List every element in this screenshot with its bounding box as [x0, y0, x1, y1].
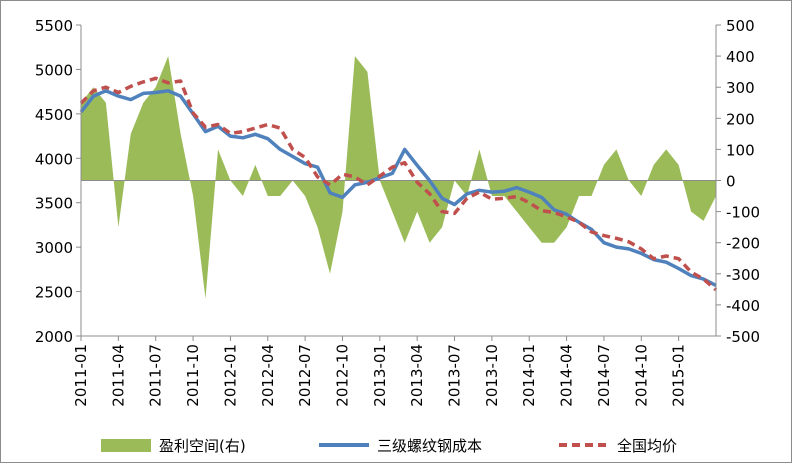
- y-tick-label-left: 2500: [35, 284, 73, 302]
- y-tick-label-right: 300: [726, 79, 755, 97]
- y-tick-label-left: 4000: [35, 150, 73, 168]
- x-tick-label: 2013-07: [446, 344, 464, 407]
- x-tick-label: 2011-10: [184, 344, 202, 407]
- legend-label-cost: 三级螺纹钢成本: [377, 437, 482, 455]
- axes-layer: 5500500045004000350030002500200050040030…: [35, 17, 760, 407]
- x-tick-label: 2015-01: [670, 344, 688, 407]
- legend-label-avg: 全国均价: [617, 437, 677, 455]
- y-tick-label-right: 200: [726, 110, 755, 128]
- x-tick-label: 2014-10: [632, 344, 650, 407]
- profit-area-layer: [81, 56, 716, 299]
- y-tick-label-right: 500: [726, 17, 755, 35]
- y-tick-label-right: 0: [726, 173, 736, 191]
- y-tick-label-left: 5000: [35, 61, 73, 79]
- x-tick-label: 2012-10: [333, 344, 351, 407]
- x-tick-label: 2012-01: [221, 344, 239, 407]
- x-tick-label: 2013-01: [371, 344, 389, 407]
- x-tick-label: 2012-07: [296, 344, 314, 407]
- x-tick-label: 2012-04: [259, 344, 277, 407]
- x-tick-label: 2013-10: [483, 344, 501, 407]
- y-tick-label-right: -100: [726, 204, 760, 222]
- x-tick-label: 2014-04: [558, 344, 576, 407]
- y-tick-label-left: 3500: [35, 195, 73, 213]
- series-area-profit: [81, 56, 716, 299]
- y-tick-label-left: 3000: [35, 239, 73, 257]
- x-tick-label: 2011-04: [109, 344, 127, 407]
- legend-label-profit: 盈利空间(右): [159, 437, 246, 455]
- y-tick-label-right: -500: [726, 328, 760, 346]
- x-tick-label: 2011-01: [72, 344, 90, 407]
- y-tick-label-left: 5500: [35, 17, 73, 35]
- x-tick-label: 2014-01: [520, 344, 538, 407]
- price-lines-layer: [79, 76, 718, 292]
- legend: 盈利空间(右) 三级螺纹钢成本 全国均价: [101, 437, 677, 455]
- x-tick-label: 2013-04: [408, 344, 426, 407]
- x-tick-label: 2011-07: [147, 344, 165, 407]
- y-tick-label-right: 400: [726, 48, 755, 66]
- legend-swatch-profit: [101, 439, 151, 452]
- x-tick-label: 2014-07: [595, 344, 613, 407]
- y-tick-label-right: -400: [726, 297, 760, 315]
- y-tick-label-left: 2000: [35, 328, 73, 346]
- y-tick-label-left: 4500: [35, 106, 73, 124]
- y-tick-label-right: -200: [726, 235, 760, 253]
- series-line-rebar-cost: [79, 89, 717, 287]
- y-tick-label-right: 100: [726, 141, 755, 159]
- y-tick-label-right: -300: [726, 266, 760, 284]
